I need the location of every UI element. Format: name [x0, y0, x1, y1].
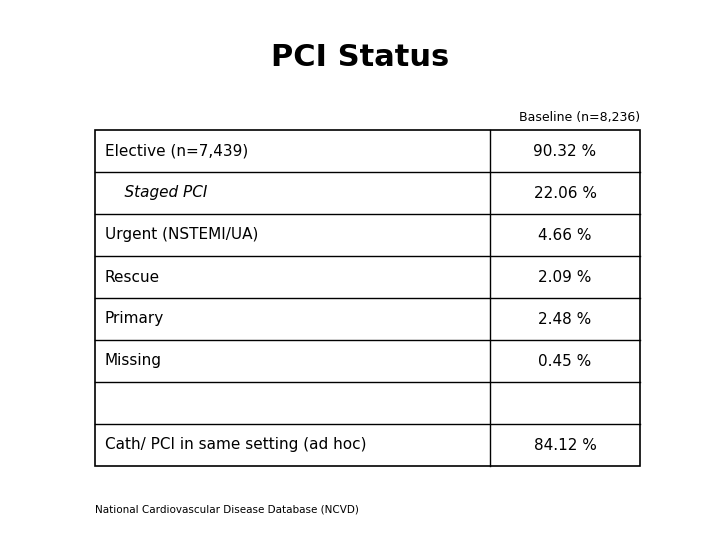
- Text: 84.12 %: 84.12 %: [534, 437, 596, 453]
- Text: Cath/ PCI in same setting (ad hoc): Cath/ PCI in same setting (ad hoc): [105, 437, 366, 453]
- Text: Baseline (n=8,236): Baseline (n=8,236): [519, 111, 640, 124]
- Text: Elective (n=7,439): Elective (n=7,439): [105, 144, 248, 159]
- Text: Staged PCI: Staged PCI: [105, 186, 207, 200]
- Text: 90.32 %: 90.32 %: [534, 144, 597, 159]
- Bar: [95, 130, 640, 466]
- Text: 4.66 %: 4.66 %: [539, 227, 592, 242]
- Text: Primary: Primary: [105, 312, 164, 327]
- Text: Urgent (NSTEMI/UA): Urgent (NSTEMI/UA): [105, 227, 258, 242]
- Text: PCI Status: PCI Status: [271, 44, 449, 72]
- Text: Missing: Missing: [105, 354, 162, 368]
- Text: National Cardiovascular Disease Database (NCVD): National Cardiovascular Disease Database…: [95, 505, 359, 515]
- Text: 2.09 %: 2.09 %: [539, 269, 592, 285]
- Text: 0.45 %: 0.45 %: [539, 354, 592, 368]
- Text: 22.06 %: 22.06 %: [534, 186, 596, 200]
- Text: Rescue: Rescue: [105, 269, 160, 285]
- Text: 2.48 %: 2.48 %: [539, 312, 592, 327]
